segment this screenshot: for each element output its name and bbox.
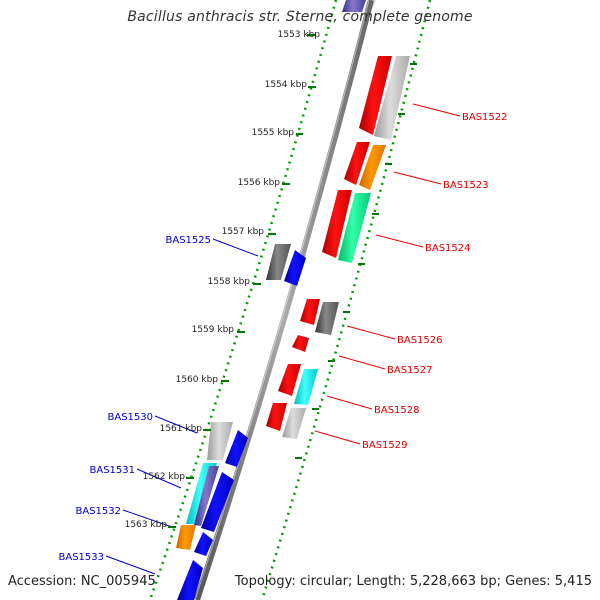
gene-label: BAS1524 (425, 243, 471, 254)
scale-line-outer (260, 0, 432, 600)
gene-BAS1532[interactable] (176, 525, 213, 556)
tick-label: 1563 kbp (125, 520, 168, 530)
scale-tick-marks (168, 34, 316, 528)
gene-labels-left: BAS1525 BAS1530 BAS1531 BAS1532 BAS1533 (59, 235, 212, 563)
gene-label: BAS1526 (397, 335, 443, 346)
gene-label: BAS1522 (462, 112, 508, 123)
gene-BAS1531[interactable] (186, 463, 234, 532)
gene-label: BAS1530 (108, 412, 154, 423)
tick-label: 1559 kbp (192, 325, 235, 335)
gene-label: BAS1523 (443, 180, 489, 191)
gene-BAS1529[interactable] (266, 403, 306, 439)
tick-label: 1561 kbp (160, 424, 203, 434)
leader-lines-left (105, 238, 259, 575)
tick-label: 1556 kbp (238, 178, 281, 188)
gene-label: BAS1528 (374, 405, 420, 416)
tick-label: 1562 kbp (143, 472, 186, 482)
gene-label: BAS1533 (59, 552, 105, 563)
gene-label: BAS1532 (76, 506, 122, 517)
gene-label: BAS1529 (362, 440, 408, 451)
tick-label: 1557 kbp (222, 227, 265, 237)
genome-backbone (194, 0, 374, 600)
tick-label: 1554 kbp (265, 80, 308, 90)
gene-label: BAS1531 (90, 465, 136, 476)
gene-label: BAS1525 (166, 235, 212, 246)
gene-labels-right: BAS1522 BAS1523 BAS1524 BAS1526 BAS1527 … (362, 112, 508, 451)
tick-label: 1553 kbp (278, 30, 321, 40)
outer-tick-marks (295, 63, 417, 459)
gene-BAS1524[interactable] (322, 190, 371, 263)
gene-BAS1528[interactable] (278, 364, 318, 405)
gene-BAS1527[interactable] (292, 335, 309, 352)
leader-lines-right (314, 103, 461, 445)
gene-BAS1533[interactable] (177, 560, 203, 600)
scale-tick-labels: 1553 kbp 1554 kbp 1555 kbp 1556 kbp 1557… (125, 30, 321, 530)
gene-BAS1523[interactable] (344, 142, 386, 190)
tick-label: 1555 kbp (252, 128, 295, 138)
topology-text: Topology: circular; Length: 5,228,663 bp… (234, 574, 592, 589)
gene-BAS1526[interactable] (300, 299, 339, 335)
tick-label: 1558 kbp (208, 277, 251, 287)
accession-text: Accession: NC_005945 (8, 574, 156, 589)
gene-BAS1530[interactable] (207, 422, 248, 467)
tick-label: 1560 kbp (176, 375, 219, 385)
map-title: Bacillus anthracis str. Sterne, complete… (127, 9, 473, 25)
gene-label: BAS1527 (387, 365, 433, 376)
gene-BAS1522[interactable] (359, 56, 410, 140)
gene-BAS1525[interactable] (266, 244, 306, 286)
